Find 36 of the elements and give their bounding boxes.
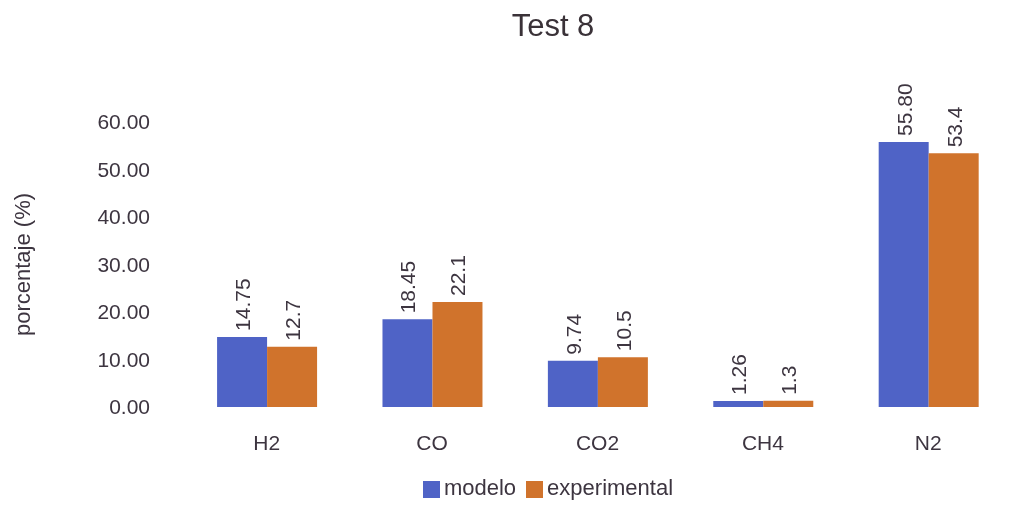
bar [878,141,929,407]
bar [763,400,814,407]
y-tick-label: 40.00 [97,205,150,229]
data-label: 9.74 [561,313,585,355]
data-label: 14.75 [230,278,254,331]
y-tick-label: 30.00 [97,252,150,276]
bar [547,360,598,407]
y-tick-label: 20.00 [97,300,150,324]
data-label: 12.7 [280,299,304,341]
data-label: 1.3 [776,365,800,395]
bar [713,401,764,407]
x-tick-label: N2 [914,430,942,454]
bar [597,357,648,407]
y-axis-title: porcentaje (%) [9,192,35,337]
x-tick-label: H2 [253,430,281,454]
data-label: 22.1 [445,255,469,297]
y-tick-label: 0.00 [109,395,150,419]
bar [382,319,433,407]
x-tick-label: CH4 [741,430,785,454]
data-label: 1.26 [726,354,750,396]
y-tick-label: 10.00 [97,347,150,371]
bar [432,302,483,407]
bar [267,346,318,407]
chart-title: Test 8 [510,8,596,44]
bar [217,336,268,407]
y-tick-label: 50.00 [97,157,150,181]
data-label: 10.5 [611,310,635,352]
data-label: 53.4 [942,106,966,148]
legend-label: experimental [547,475,674,500]
legend-label: modelo [443,475,517,500]
data-label: 18.45 [395,260,419,314]
y-tick-label: 60.00 [97,110,150,134]
bar [928,153,979,407]
x-tick-label: CO [416,430,448,454]
data-label: 55.80 [892,83,916,136]
x-tick-label: CO2 [575,430,620,454]
